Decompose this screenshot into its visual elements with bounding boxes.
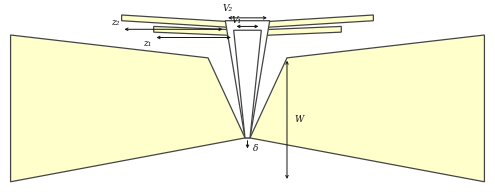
Text: V₁: V₁ (231, 16, 242, 25)
Text: δ: δ (253, 144, 259, 153)
Polygon shape (122, 15, 245, 28)
Text: z₂: z₂ (111, 18, 119, 27)
Polygon shape (225, 21, 270, 138)
Polygon shape (154, 26, 245, 36)
Polygon shape (250, 35, 485, 182)
Text: V₂: V₂ (223, 4, 233, 13)
Polygon shape (250, 26, 341, 36)
Text: W: W (295, 115, 303, 124)
Polygon shape (10, 35, 245, 182)
Polygon shape (250, 15, 373, 28)
Text: z₁: z₁ (143, 39, 151, 48)
Polygon shape (234, 30, 261, 138)
